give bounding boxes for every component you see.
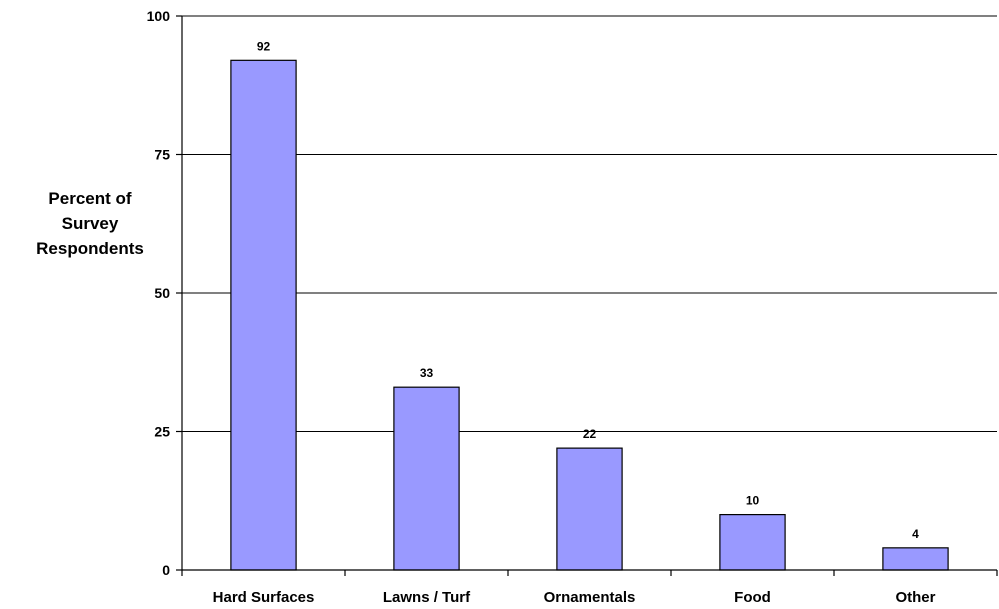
data-label: 10	[746, 494, 760, 508]
y-tick-label: 50	[154, 285, 170, 301]
data-label: 33	[420, 366, 434, 380]
chart-labels: 92 Hard Surfaces 33 Lawns / Turf 22 Ornamenta…	[147, 8, 936, 606]
x-tick-label: Lawns / Turf	[383, 589, 471, 606]
data-label: 22	[583, 427, 597, 441]
grid-lines	[182, 15, 997, 432]
bar-ornamentals	[556, 447, 623, 571]
y-tick-label: 75	[154, 147, 170, 163]
x-tick-label: Other	[895, 589, 935, 606]
x-tick-label: Food	[734, 589, 771, 606]
bar-other	[882, 547, 949, 571]
bar-lawns-turf	[393, 386, 460, 571]
bar-food	[719, 513, 786, 571]
y-axis-label-line-3: Respondents	[36, 239, 144, 258]
x-tick-label: Ornamentals	[544, 589, 636, 606]
y-tick-label: 100	[147, 8, 171, 24]
bars	[230, 59, 949, 571]
y-tick-label: 25	[154, 424, 170, 440]
y-tick-label: 0	[162, 562, 170, 578]
y-axis-label-line-1: Percent of	[48, 189, 132, 208]
y-axis-label-line-2: Survey	[61, 214, 119, 233]
y-axis-label: Percent of Survey Respondents	[2, 186, 178, 261]
data-label: 4	[912, 527, 919, 541]
data-label: 92	[257, 39, 271, 53]
bar-hard-surfaces	[230, 59, 297, 571]
x-tick-label: Hard Surfaces	[213, 589, 315, 606]
axes	[176, 15, 998, 576]
